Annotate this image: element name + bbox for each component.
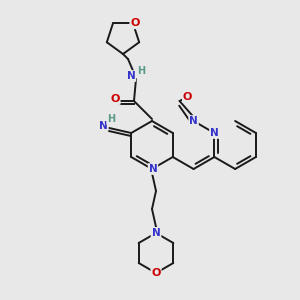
Text: N: N xyxy=(210,128,219,138)
Text: H: H xyxy=(137,66,145,76)
Text: N: N xyxy=(152,228,160,238)
Text: O: O xyxy=(110,94,120,104)
Text: N: N xyxy=(127,71,135,81)
Text: N: N xyxy=(152,228,160,238)
Text: N: N xyxy=(99,121,108,131)
Text: O: O xyxy=(130,18,140,28)
Text: H: H xyxy=(107,114,115,124)
Text: N: N xyxy=(189,116,198,126)
Text: O: O xyxy=(151,268,161,278)
Text: O: O xyxy=(183,92,192,102)
Text: N: N xyxy=(148,164,158,174)
